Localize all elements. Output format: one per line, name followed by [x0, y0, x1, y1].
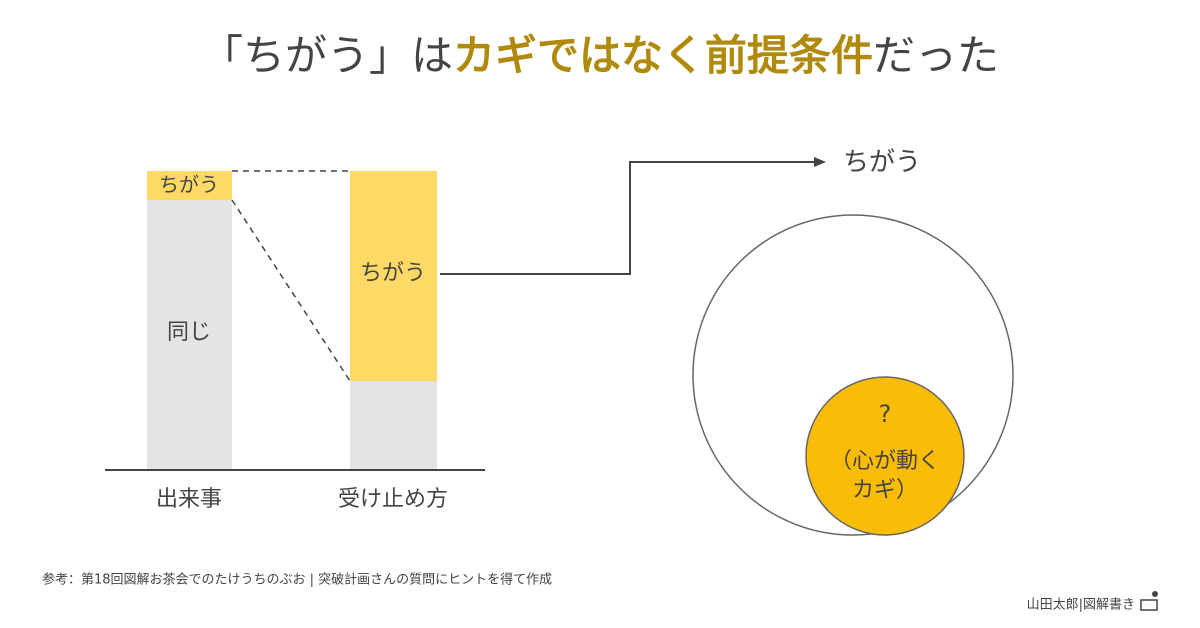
bar-segment: [350, 171, 437, 381]
footnote: 参考：第18回図解お茶会でのたけうちのぶお | 突破計画さんの質問にヒントを得て…: [42, 572, 552, 588]
author-icon: [1140, 591, 1158, 611]
segment-label: ちがう: [159, 173, 219, 197]
segment-label: 同じ: [167, 320, 211, 345]
circle-label: ちがう: [843, 148, 921, 178]
connector: [231, 199, 351, 382]
bar-segment: [147, 200, 232, 470]
outer-circle: [692, 214, 1014, 536]
bar-label: 受け止め方: [338, 487, 448, 512]
author: 山田太郎|図解書き: [1027, 598, 1135, 613]
title: 「ちがう」はカギではなく前提条件だった: [201, 31, 999, 80]
bar-segment: [350, 381, 437, 470]
inner-text: （心が動く: [830, 449, 940, 474]
bar-segment: [147, 171, 232, 200]
bar-label: 出来事: [156, 487, 222, 512]
inner-text: ?: [879, 400, 892, 428]
title-highlight: カギではなく前提条件: [453, 31, 873, 80]
arrow: [440, 161, 818, 275]
inner-circle: [805, 376, 965, 536]
segment-label: ちがう: [360, 261, 426, 286]
inner-text: カギ）: [852, 478, 918, 503]
title-post: だった: [873, 31, 999, 80]
title-pre: 「ちがう」は: [201, 31, 453, 80]
arrow-head: [814, 157, 826, 167]
